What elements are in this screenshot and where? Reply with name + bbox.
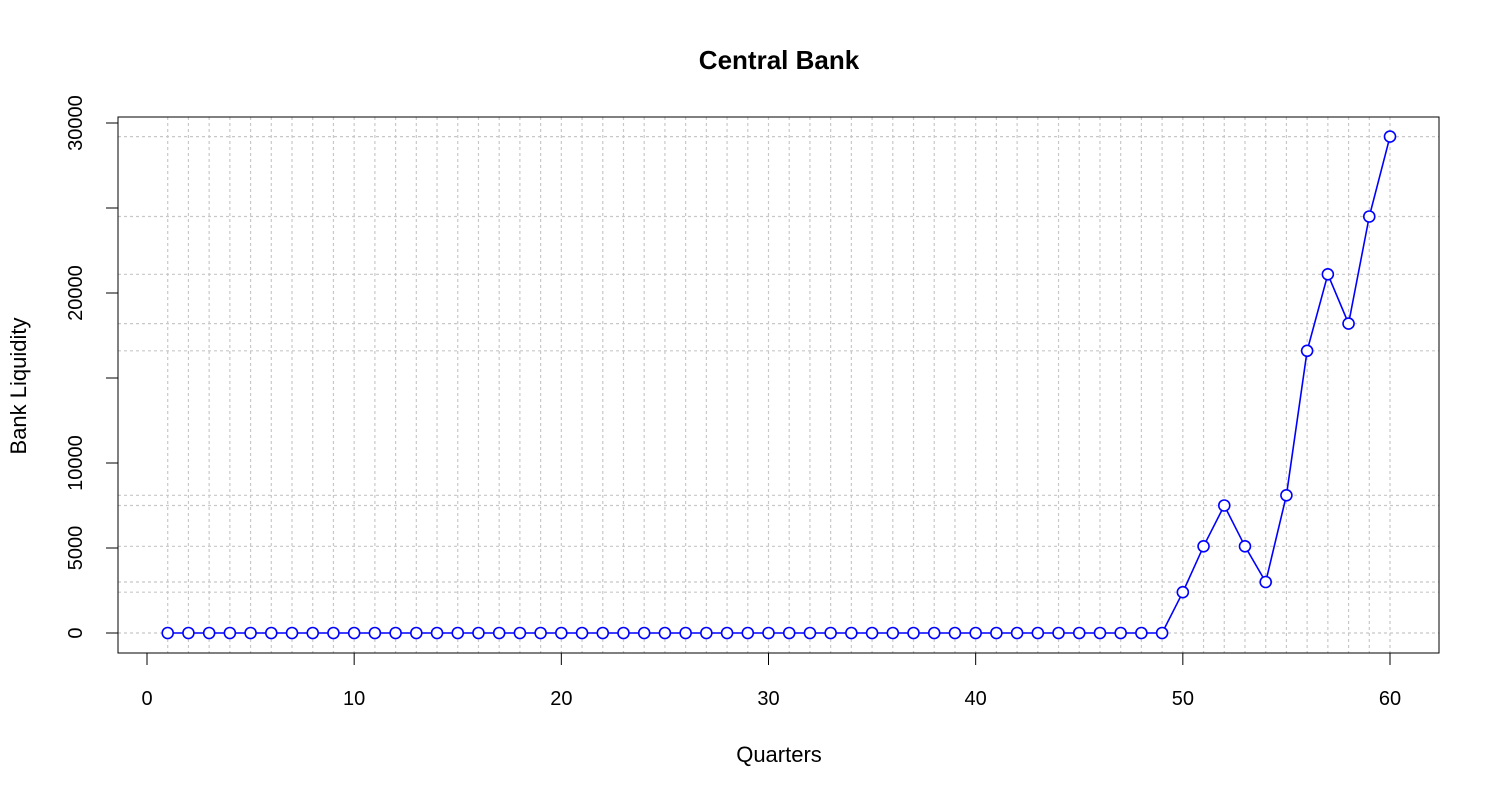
data-point [492, 626, 506, 640]
data-point [700, 626, 713, 640]
data-point [886, 626, 900, 640]
data-point [264, 626, 278, 640]
data-point [534, 626, 547, 640]
data-point [1093, 626, 1107, 640]
x-tick-label: 0 [141, 688, 152, 710]
x-tick-label: 10 [343, 688, 365, 710]
axes: 0 10 20 30 40 50 60 0 5000 10000 20000 30000 [65, 95, 1401, 710]
data-point [762, 626, 775, 640]
y-tick-label: 5000 [65, 526, 87, 571]
data-point [182, 626, 195, 640]
grid-lines [118, 117, 1439, 653]
data-point [617, 626, 630, 640]
data-point [969, 626, 982, 640]
y-tick-label: 0 [65, 627, 87, 638]
data-point [1300, 344, 1314, 358]
data-point [327, 626, 340, 640]
data-point [472, 626, 485, 640]
x-tick-label: 50 [1172, 688, 1194, 710]
data-point [285, 626, 299, 640]
data-point [1280, 488, 1293, 502]
data-point [927, 626, 941, 640]
data-point [1321, 267, 1335, 281]
y-tick-label: 30000 [65, 95, 87, 151]
data-point [990, 626, 1003, 640]
data-point [368, 626, 382, 640]
data-point [1259, 575, 1272, 589]
data-point [244, 626, 257, 640]
data-point [1031, 626, 1045, 640]
data-point [389, 626, 402, 640]
y-tick-label: 10000 [65, 435, 87, 491]
data-point [1072, 626, 1086, 640]
data-point [679, 626, 692, 640]
data-point [430, 626, 444, 640]
data-point [1342, 317, 1355, 330]
x-tick-label: 30 [757, 688, 779, 710]
data-point [1383, 130, 1397, 143]
data-point [637, 626, 651, 640]
x-tick-label: 60 [1379, 688, 1401, 710]
data-point [596, 626, 610, 640]
data-point [223, 626, 237, 640]
data-point [948, 626, 962, 640]
x-tick-label: 20 [550, 688, 572, 710]
data-point [451, 626, 465, 640]
data-point [658, 626, 672, 640]
data-point [824, 626, 837, 640]
data-point [720, 626, 734, 640]
data-point [865, 626, 879, 640]
series-line [167, 136, 1391, 634]
data-point [202, 626, 216, 640]
data-point [347, 626, 361, 640]
chart-title: Central Bank [699, 45, 860, 75]
data-point [306, 626, 320, 640]
data-point [1362, 210, 1376, 223]
data-point [575, 626, 589, 640]
data-point [161, 626, 175, 640]
x-axis-label: Quarters [736, 742, 822, 767]
y-axis-label: Bank Liquidity [6, 318, 31, 455]
data-point [513, 626, 527, 640]
series-layer [161, 130, 1397, 640]
data-point [803, 626, 817, 640]
data-point [907, 626, 920, 640]
data-point [1052, 626, 1065, 640]
plot-frame [117, 116, 1440, 654]
data-point [1176, 585, 1190, 599]
data-point [1010, 626, 1024, 640]
data-point [845, 626, 858, 640]
data-point [1155, 626, 1169, 640]
y-tick-label: 20000 [65, 265, 87, 321]
data-point [782, 626, 796, 640]
data-point [1238, 539, 1252, 553]
data-point [1135, 626, 1148, 640]
data-point [1217, 499, 1231, 512]
data-point [555, 626, 568, 640]
x-tick-label: 40 [965, 688, 987, 710]
data-point [741, 626, 755, 640]
data-point [1114, 626, 1127, 640]
data-point [1197, 539, 1210, 553]
data-point [410, 626, 423, 640]
